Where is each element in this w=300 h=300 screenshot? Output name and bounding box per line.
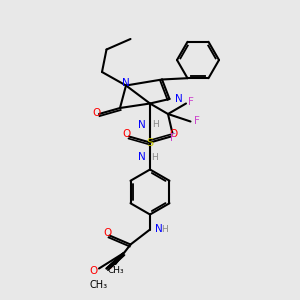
Text: H: H bbox=[152, 120, 159, 129]
Text: N: N bbox=[138, 152, 146, 163]
Text: F: F bbox=[188, 97, 194, 107]
Text: F: F bbox=[169, 133, 175, 143]
Text: N: N bbox=[122, 77, 130, 88]
Text: N: N bbox=[175, 94, 183, 104]
Text: O: O bbox=[122, 129, 131, 139]
Text: O: O bbox=[92, 107, 101, 118]
Text: N: N bbox=[138, 119, 146, 130]
Text: N: N bbox=[155, 224, 163, 235]
Text: O: O bbox=[169, 129, 178, 139]
Text: S: S bbox=[146, 137, 154, 148]
Text: H: H bbox=[152, 153, 158, 162]
Text: O: O bbox=[89, 266, 98, 276]
Text: O: O bbox=[104, 227, 112, 238]
Text: CH₃: CH₃ bbox=[90, 280, 108, 290]
Text: F: F bbox=[194, 116, 200, 127]
Text: CH₃: CH₃ bbox=[107, 266, 124, 275]
Text: H: H bbox=[161, 225, 168, 234]
